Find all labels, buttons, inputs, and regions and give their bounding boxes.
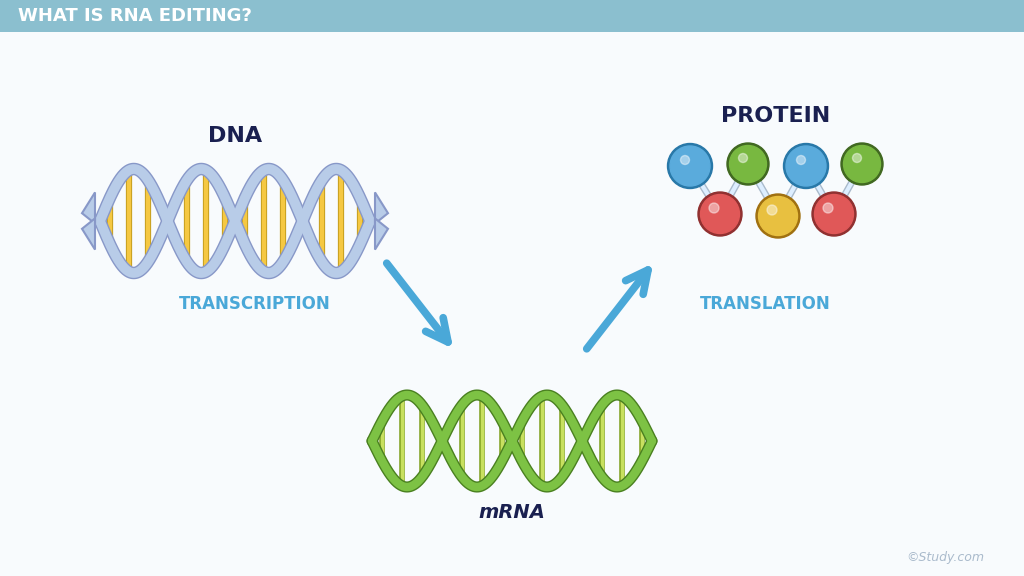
Circle shape — [841, 143, 883, 185]
Circle shape — [844, 146, 881, 183]
Circle shape — [668, 143, 713, 188]
Circle shape — [853, 153, 861, 162]
Text: PROTEIN: PROTEIN — [721, 106, 830, 126]
Circle shape — [729, 146, 767, 183]
Text: TRANSCRIPTION: TRANSCRIPTION — [179, 295, 331, 313]
Text: ©Study.com: ©Study.com — [906, 551, 984, 564]
Circle shape — [681, 156, 689, 165]
Polygon shape — [82, 218, 95, 249]
Circle shape — [759, 196, 798, 236]
Text: mRNA: mRNA — [478, 503, 546, 522]
Circle shape — [756, 194, 800, 238]
Circle shape — [786, 146, 826, 186]
Circle shape — [814, 195, 853, 233]
Circle shape — [738, 153, 748, 162]
Polygon shape — [375, 192, 388, 223]
Bar — [0, 0, 1024, 32]
Circle shape — [698, 192, 742, 236]
Circle shape — [812, 192, 856, 236]
Circle shape — [767, 205, 777, 215]
Circle shape — [727, 143, 769, 185]
Text: WHAT IS RNA EDITING?: WHAT IS RNA EDITING? — [18, 7, 252, 25]
Circle shape — [783, 143, 828, 188]
Text: TRANSLATION: TRANSLATION — [699, 295, 830, 313]
Circle shape — [670, 146, 710, 186]
Circle shape — [823, 203, 833, 213]
Circle shape — [797, 156, 806, 165]
Circle shape — [709, 203, 719, 213]
Circle shape — [700, 195, 739, 233]
Polygon shape — [82, 192, 95, 223]
Polygon shape — [375, 218, 388, 249]
Text: DNA: DNA — [208, 126, 262, 146]
